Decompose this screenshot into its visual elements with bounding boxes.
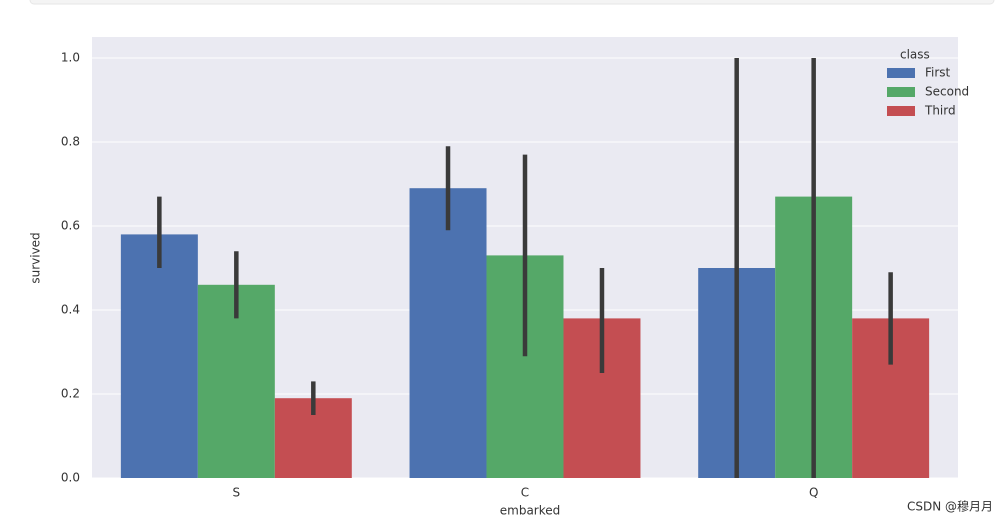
y-tick-label: 1.0 (61, 51, 80, 65)
bar (120, 234, 198, 478)
legend-label: Second (925, 85, 969, 99)
legend-title: class (900, 48, 930, 62)
legend-label: First (925, 66, 951, 80)
x-tick-label: S (233, 486, 241, 500)
legend-swatch (887, 87, 915, 97)
legend-swatch (887, 106, 915, 116)
y-tick-label: 0.0 (61, 471, 80, 485)
top-panel (29, 0, 995, 5)
x-axis-label: embarked (500, 504, 561, 518)
watermark: CSDN @穆月月 (907, 499, 993, 514)
y-tick-label: 0.8 (61, 135, 80, 149)
y-tick-label: 0.6 (61, 219, 80, 233)
x-tick-label: Q (809, 486, 818, 500)
x-tick-label: C (521, 486, 529, 500)
y-tick-label: 0.4 (61, 303, 80, 317)
legend-label: Third (924, 104, 956, 118)
marks (120, 58, 930, 478)
legend-swatch (887, 68, 915, 78)
y-tick-label: 0.2 (61, 387, 80, 401)
bar (409, 188, 487, 478)
y-axis-label: survived (29, 232, 43, 283)
